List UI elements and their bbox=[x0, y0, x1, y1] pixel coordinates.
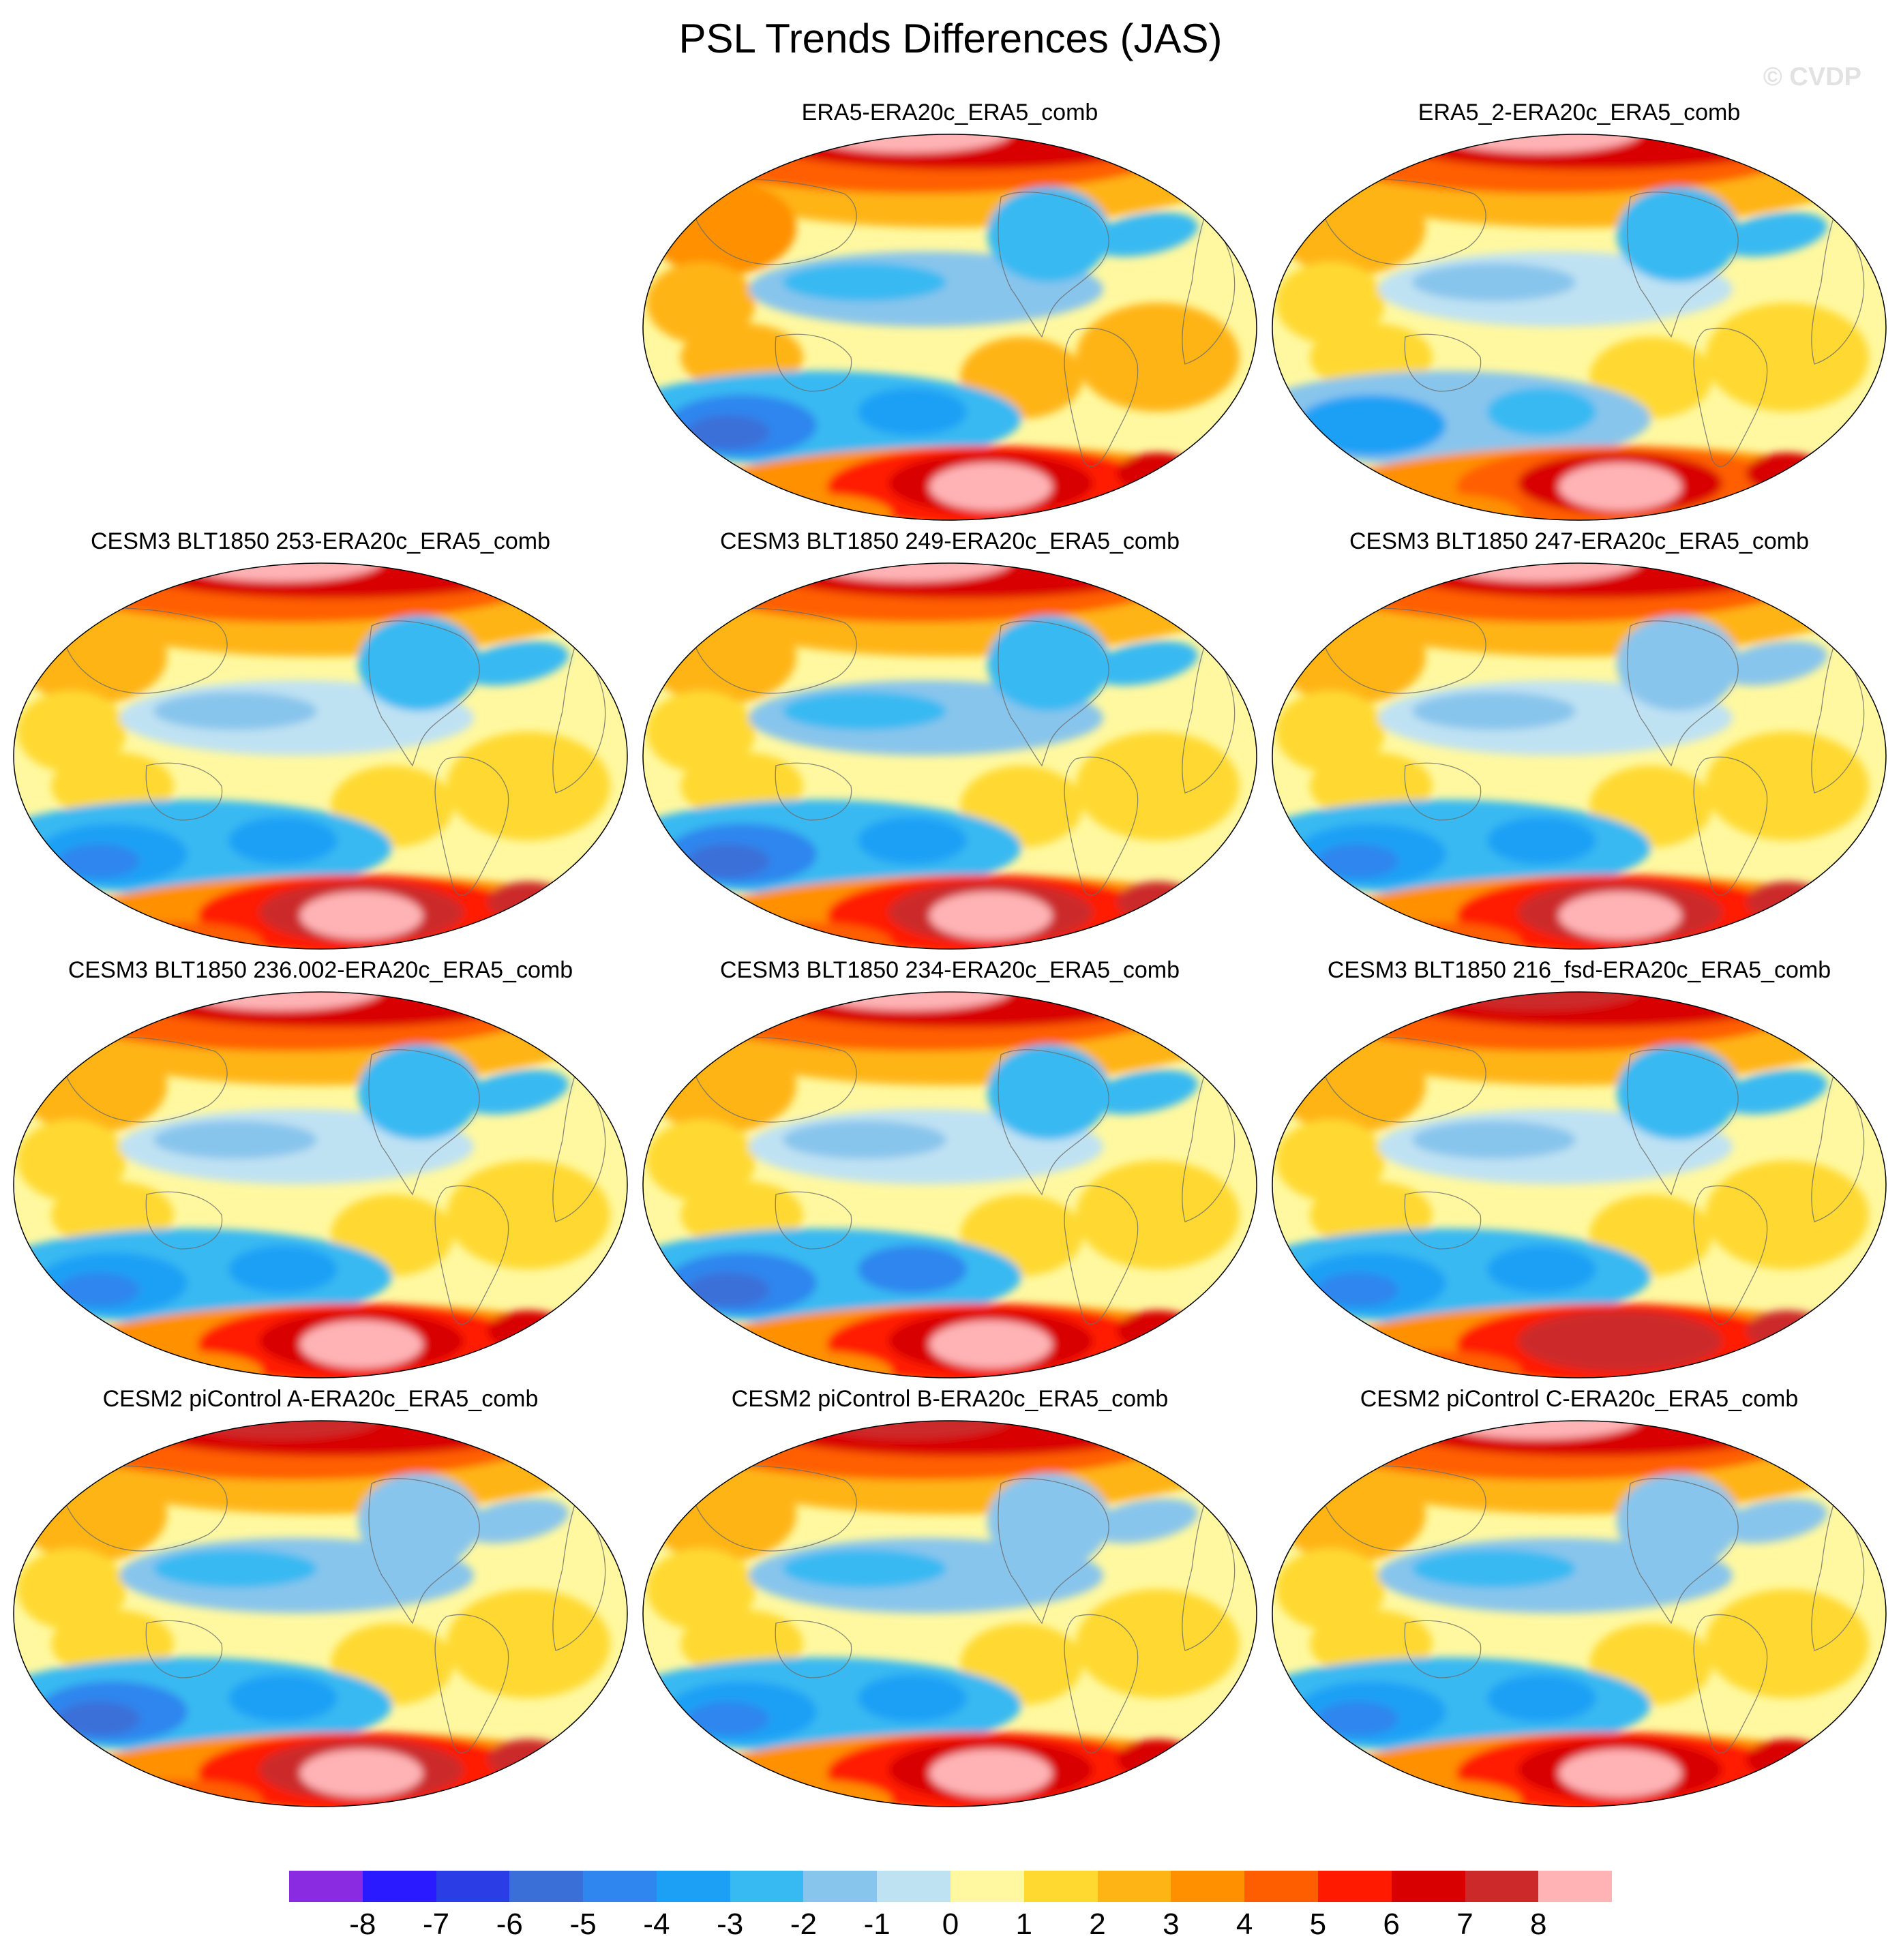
map-panel: CESM2 piControl A-ERA20c_ERA5_comb bbox=[10, 1386, 631, 1809]
colorbar-segment bbox=[950, 1871, 1024, 1902]
panel-title: CESM2 piControl C-ERA20c_ERA5_comb bbox=[1360, 1386, 1799, 1412]
colorbar-tick-label: 6 bbox=[1383, 1908, 1400, 1941]
psl-trend-map bbox=[1272, 134, 1887, 521]
colorbar-tick-label: -3 bbox=[717, 1908, 744, 1941]
colorbar-segment bbox=[1538, 1871, 1613, 1902]
panel-title: CESM2 piControl B-ERA20c_ERA5_comb bbox=[731, 1386, 1169, 1412]
map-panel: CESM2 piControl B-ERA20c_ERA5_comb bbox=[640, 1386, 1260, 1809]
colorbar-tick-label: -6 bbox=[496, 1908, 523, 1941]
map-panel: CESM3 BLT1850 216_fsd-ERA20c_ERA5_comb bbox=[1269, 957, 1889, 1380]
colorbar-segment bbox=[436, 1871, 510, 1902]
colorbar-segment bbox=[803, 1871, 878, 1902]
panel-title: CESM3 BLT1850 247-ERA20c_ERA5_comb bbox=[1349, 528, 1810, 554]
psl-trend-map bbox=[642, 1420, 1257, 1807]
colorbar-segment bbox=[1317, 1871, 1392, 1902]
colorbar-segment bbox=[289, 1871, 363, 1902]
panel-title: CESM3 BLT1850 253-ERA20c_ERA5_comb bbox=[90, 528, 551, 554]
colorbar bbox=[289, 1871, 1613, 1902]
colorbar-tick-label: -1 bbox=[863, 1908, 890, 1941]
colorbar-segment bbox=[1391, 1871, 1465, 1902]
psl-trend-map bbox=[1272, 562, 1887, 950]
figure-title: PSL Trends Differences (JAS) bbox=[678, 16, 1223, 61]
colorbar-tick-label: 4 bbox=[1236, 1908, 1253, 1941]
map-panel: CESM3 BLT1850 249-ERA20c_ERA5_comb bbox=[640, 528, 1260, 951]
map-panel: CESM3 BLT1850 236.002-ERA20c_ERA5_comb bbox=[10, 957, 631, 1380]
colorbar-tick-label: 3 bbox=[1163, 1908, 1180, 1941]
psl-trend-map bbox=[642, 134, 1257, 521]
colorbar-segment bbox=[1244, 1871, 1318, 1902]
psl-trend-map bbox=[642, 562, 1257, 950]
map-panel: CESM3 BLT1850 234-ERA20c_ERA5_comb bbox=[640, 957, 1260, 1380]
map-panel: ERA5_2-ERA20c_ERA5_comb bbox=[1269, 100, 1889, 522]
psl-trend-map bbox=[1272, 1420, 1887, 1807]
map-panel: CESM2 piControl C-ERA20c_ERA5_comb bbox=[1269, 1386, 1889, 1809]
colorbar-tick-label: -5 bbox=[569, 1908, 597, 1941]
panel-title: ERA5-ERA20c_ERA5_comb bbox=[801, 100, 1098, 125]
colorbar-tick-label: 1 bbox=[1015, 1908, 1032, 1941]
colorbar-segment bbox=[509, 1871, 584, 1902]
colorbar-tick-label: -7 bbox=[422, 1908, 450, 1941]
psl-trend-map bbox=[13, 1420, 628, 1807]
panel-title: CESM3 BLT1850 249-ERA20c_ERA5_comb bbox=[719, 528, 1180, 554]
map-panel: ERA5-ERA20c_ERA5_comb bbox=[640, 100, 1260, 522]
colorbar-tick-label: -8 bbox=[349, 1908, 376, 1941]
map-panel: CESM3 BLT1850 247-ERA20c_ERA5_comb bbox=[1269, 528, 1889, 951]
psl-trend-map bbox=[642, 991, 1257, 1378]
panel-title: CESM2 piControl A-ERA20c_ERA5_comb bbox=[102, 1386, 539, 1412]
colorbar-tick-label: 7 bbox=[1456, 1908, 1473, 1941]
colorbar-tick-label: 5 bbox=[1309, 1908, 1327, 1941]
panel-title: CESM3 BLT1850 216_fsd-ERA20c_ERA5_comb bbox=[1327, 957, 1831, 983]
colorbar-tick-label: -2 bbox=[790, 1908, 817, 1941]
psl-trend-map bbox=[13, 991, 628, 1378]
panel-title: CESM3 BLT1850 234-ERA20c_ERA5_comb bbox=[719, 957, 1180, 983]
colorbar-tick-label: 2 bbox=[1089, 1908, 1106, 1941]
cvdp-watermark: © CVDP bbox=[1763, 63, 1861, 91]
colorbar-segment bbox=[1171, 1871, 1245, 1902]
colorbar-segment bbox=[877, 1871, 951, 1902]
panel-title: ERA5_2-ERA20c_ERA5_comb bbox=[1418, 100, 1741, 125]
colorbar-segment bbox=[1023, 1871, 1098, 1902]
colorbar-segment bbox=[656, 1871, 730, 1902]
colorbar-segment bbox=[1465, 1871, 1539, 1902]
colorbar-ticks: -8 -7 -6 -5 -4 -3 -2 -1 0 1 2 3 4 5 6 7 8 bbox=[289, 1908, 1612, 1948]
psl-trend-map bbox=[1272, 991, 1887, 1378]
psl-trend-map bbox=[13, 562, 628, 950]
colorbar-segment bbox=[362, 1871, 436, 1902]
colorbar-tick-label: -4 bbox=[643, 1908, 670, 1941]
colorbar-tick-label: 0 bbox=[942, 1908, 959, 1941]
colorbar-segment bbox=[1097, 1871, 1171, 1902]
colorbar-tick-label: 8 bbox=[1529, 1908, 1547, 1941]
colorbar-segment bbox=[730, 1871, 804, 1902]
colorbar-segment bbox=[583, 1871, 657, 1902]
map-panel: CESM3 BLT1850 253-ERA20c_ERA5_comb bbox=[10, 528, 631, 951]
panel-title: CESM3 BLT1850 236.002-ERA20c_ERA5_comb bbox=[68, 957, 573, 983]
